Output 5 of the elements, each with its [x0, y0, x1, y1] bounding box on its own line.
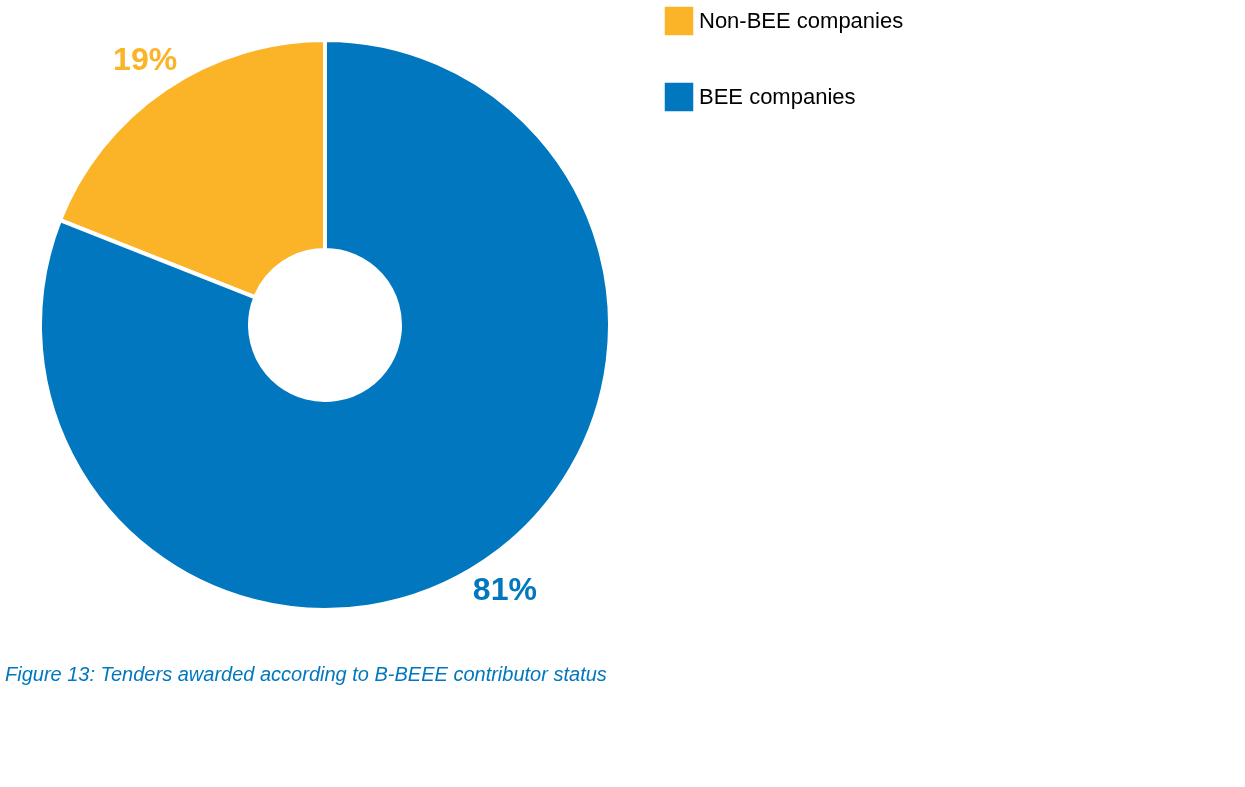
caption: Figure 13: Tenders awarded according to B-BEEE contributor status	[5, 663, 607, 685]
data-label: 19%	[113, 41, 178, 78]
legend-label: BEE companies	[699, 84, 856, 109]
legend-label: Non-BEE companies	[699, 8, 904, 33]
data-label: 81%	[472, 570, 537, 607]
